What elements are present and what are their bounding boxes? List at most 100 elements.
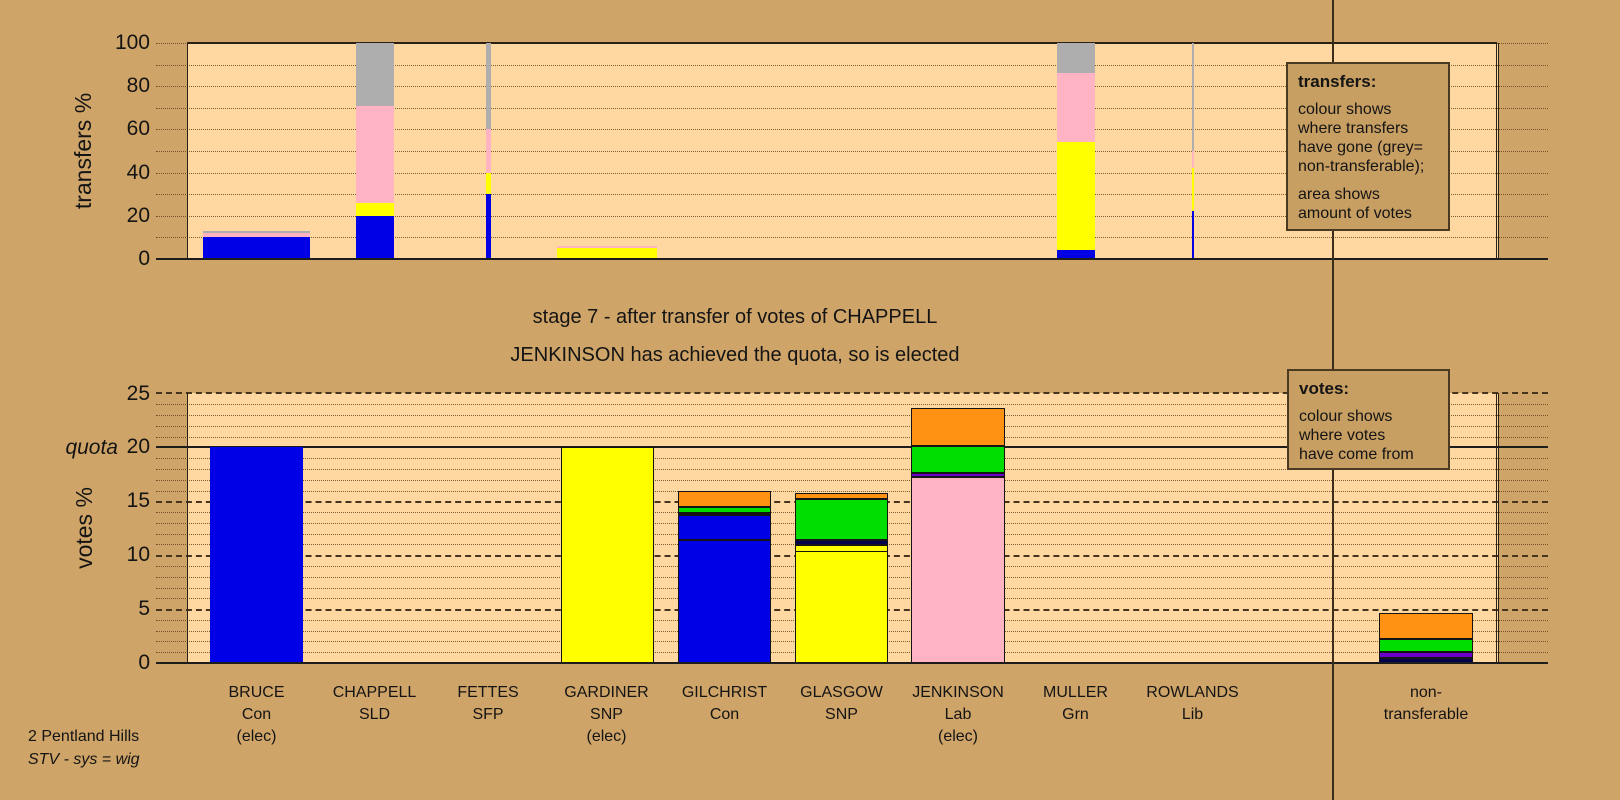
votes-ytick-label: 5 [138, 597, 150, 621]
transfers-ytick-label: 20 [126, 203, 150, 227]
stage-title-line2: JENKINSON has achieved the quota, so is … [510, 344, 960, 366]
votes-bar-gardiner [561, 447, 654, 663]
candidate-label-line: SNP [590, 706, 623, 723]
candidate-label-chappell: CHAPPELL SLD [295, 682, 455, 726]
legend-text-line: colour shows [1298, 101, 1392, 118]
bar-segment-lib_purple [678, 512, 771, 516]
bar-segment-sld_orange [795, 492, 888, 500]
transfers-gridline [156, 172, 1548, 174]
transfers-gridline [156, 129, 1548, 131]
votes-ytick-label: 25 [126, 381, 150, 405]
system-name: STV - sys = wig [28, 751, 140, 768]
candidate-label-rowlands: ROWLANDS Lib [1113, 682, 1273, 726]
candidate-label-line: Lab [944, 706, 972, 723]
transfers-plot-right-border [1496, 43, 1497, 259]
votes-gridline [156, 404, 1548, 406]
transfers-legend-text2: area shows amount of votes [1298, 185, 1438, 223]
votes-gridline [156, 425, 1548, 427]
candidate-label-line: GLASGOW [800, 684, 883, 701]
transfers-bar-fettes [485, 43, 491, 259]
candidate-label-line: (elec) [586, 728, 627, 745]
legend-text-line: non-transferable); [1298, 158, 1425, 175]
votes-bar-gilchrist [678, 490, 771, 663]
bar-segment-grn_green [1379, 639, 1473, 653]
legend-text-line: colour shows [1299, 408, 1393, 425]
votes-gridline [156, 468, 1548, 470]
transfers-ytick-label: 60 [126, 117, 150, 141]
bar-segment-lib_purple [911, 472, 1005, 477]
transfers-bar-bruce [203, 230, 310, 259]
bar-segment-con_blue [210, 447, 303, 663]
bar-segment-snp_yellow [1191, 168, 1194, 212]
transfers-gridline [156, 194, 1548, 196]
transfers-x-axis [156, 258, 1548, 260]
legend-text-line: have gone (grey= [1298, 139, 1423, 156]
votes-bar-glasgow [795, 492, 888, 663]
transfers-gridline [156, 107, 1548, 109]
stage-boundary-marker [679, 539, 770, 541]
votes-x-axis [156, 662, 1548, 664]
bar-segment-snp_yellow [1056, 142, 1095, 251]
transfers-axis-title: transfers % [70, 92, 96, 210]
candidate-label-bruce: BRUCE Con (elec) [177, 682, 337, 748]
bar-segment-con_blue [1056, 250, 1095, 259]
transfers-gridline [156, 151, 1548, 152]
bar-segment-lib_purple [1379, 652, 1473, 658]
bar-segment-grn_green [678, 506, 771, 513]
bar-segment-con_blue [1191, 211, 1194, 259]
candidate-label-fettes: FETTES SFP [408, 682, 568, 726]
votes-bar-non-transferable [1379, 613, 1473, 663]
bar-segment-snp_yellow [795, 545, 888, 663]
transfers-gridline [156, 237, 1548, 239]
transfers-gridline [156, 215, 1548, 217]
candidate-label-line: GARDINER [564, 684, 649, 701]
candidate-label-line: CHAPPELL [332, 684, 417, 701]
transfers-bar-rowlands [1191, 43, 1194, 259]
candidate-label-muller: MULLER Grn [996, 682, 1156, 726]
legend-text-line: have come from [1299, 446, 1414, 463]
bar-segment-con_blue [355, 215, 394, 259]
bar-segment-sld_orange [1379, 613, 1473, 640]
candidate-label-line: SLD [358, 706, 391, 723]
bar-segment-grey_nontransferable [355, 43, 394, 106]
transfers-bar-chappell [355, 43, 394, 259]
bar-segment-grey_nontransferable [203, 230, 310, 234]
votes-gridline [156, 490, 1548, 492]
votes-gridline [156, 458, 1548, 460]
stage-title-line1: stage 7 - after transfer of votes of CHA… [532, 306, 938, 328]
bar-segment-grn_green [911, 446, 1005, 473]
bar-segment-snp_yellow [556, 248, 657, 259]
legend-gap [1298, 176, 1438, 185]
bar-segment-sld_orange [911, 407, 1005, 447]
votes-legend-title: votes: [1299, 379, 1350, 398]
transfers-ytick-label: 40 [126, 160, 150, 184]
candidate-label-gardiner: GARDINER SNP (elec) [527, 682, 687, 748]
bar-segment-lab_pink [1056, 73, 1095, 143]
transfers-plot-left-border [187, 43, 188, 259]
legend-text-line: where votes [1299, 427, 1386, 444]
transfers-gridline [156, 86, 1548, 88]
legend-text-line: amount of votes [1298, 205, 1412, 222]
bar-segment-grey_nontransferable [485, 43, 491, 130]
legend-text-line: area shows [1298, 186, 1380, 203]
candidate-label-line: SFP [472, 706, 504, 723]
candidate-label-line: JENKINSON [912, 684, 1004, 701]
transfers-legend-text: colour shows where transfers have gone (gr… [1298, 100, 1438, 176]
bar-segment-grn_green [795, 499, 888, 541]
transfers-gridline [156, 64, 1548, 66]
candidate-label-line: transferable [1383, 706, 1469, 723]
candidate-label-line: (elec) [937, 728, 978, 745]
candidate-label-line: Con [709, 706, 740, 723]
candidate-label-line: Lib [1181, 706, 1204, 723]
bar-segment-lab_pink [1191, 151, 1194, 169]
stage-boundary-marker [796, 550, 887, 553]
quota-label: quota [65, 436, 118, 459]
votes-ytick-label: 15 [126, 489, 150, 513]
bar-segment-con_blue [678, 515, 771, 663]
bar-segment-grey_nontransferable [1056, 43, 1095, 74]
candidate-label-line: non- [1409, 684, 1443, 701]
candidate-label-line: MULLER [1043, 684, 1108, 701]
legend-text-line: where transfers [1298, 120, 1409, 137]
bar-segment-lab_pink [203, 233, 310, 238]
